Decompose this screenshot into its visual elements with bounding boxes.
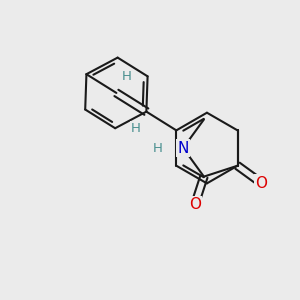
- Text: N: N: [178, 140, 189, 155]
- Text: O: O: [255, 176, 267, 190]
- Text: H: H: [131, 122, 141, 135]
- Text: O: O: [189, 197, 201, 212]
- Text: H: H: [153, 142, 163, 154]
- Text: H: H: [122, 70, 132, 83]
